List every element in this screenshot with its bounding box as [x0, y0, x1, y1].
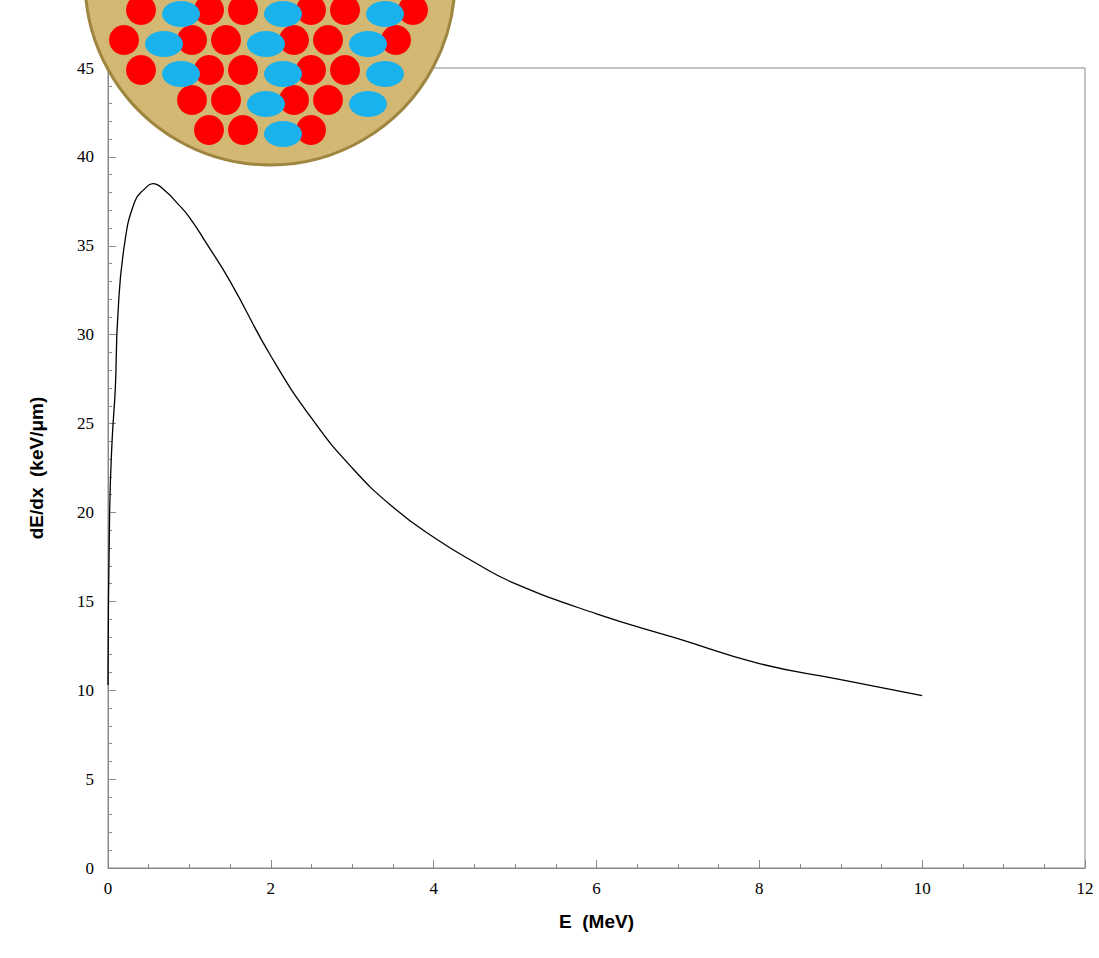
- svg-text:40: 40: [77, 147, 94, 166]
- svg-text:5: 5: [86, 770, 95, 789]
- svg-text:15: 15: [77, 592, 94, 611]
- svg-text:4: 4: [429, 879, 438, 898]
- svg-text:8: 8: [755, 879, 764, 898]
- svg-text:10: 10: [77, 681, 94, 700]
- svg-text:6: 6: [592, 879, 601, 898]
- svg-text:0: 0: [104, 879, 113, 898]
- svg-text:0: 0: [86, 859, 95, 878]
- svg-text:10: 10: [914, 879, 931, 898]
- svg-text:12: 12: [1077, 879, 1094, 898]
- svg-text:20: 20: [77, 503, 94, 522]
- svg-text:35: 35: [77, 236, 94, 255]
- svg-text:30: 30: [77, 325, 94, 344]
- svg-text:E (MeV): E (MeV): [559, 911, 634, 932]
- svg-text:2: 2: [267, 879, 276, 898]
- svg-text:25: 25: [77, 414, 94, 433]
- svg-text:45: 45: [77, 59, 94, 78]
- svg-text:dE/dx (keV/μm): dE/dx (keV/μm): [26, 397, 47, 540]
